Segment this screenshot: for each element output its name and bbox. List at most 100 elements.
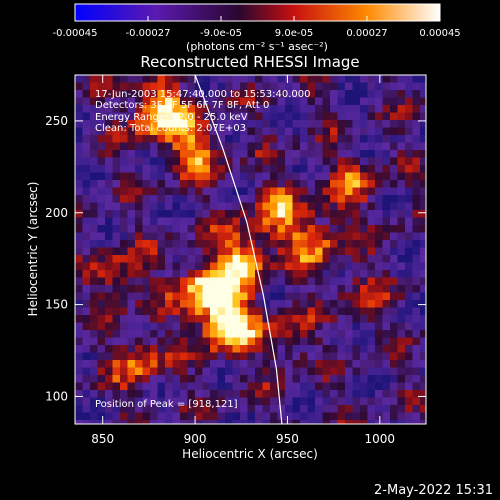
- heatmap-cell: [285, 337, 293, 346]
- heatmap-cell: [202, 165, 211, 173]
- heatmap-cell: [90, 292, 98, 301]
- peak-position-label: Position of Peak = [918,121]: [95, 399, 238, 410]
- heatmap-cell: [360, 397, 368, 406]
- heatmap-cell: [405, 307, 413, 316]
- heatmap-cell: [412, 307, 421, 316]
- heatmap-cell: [90, 187, 98, 196]
- heatmap-cell: [375, 277, 383, 286]
- heatmap-cell: [367, 142, 376, 151]
- heatmap-cell: [255, 390, 263, 398]
- heatmap-cell: [285, 127, 293, 136]
- heatmap-cell: [247, 367, 256, 376]
- heatmap-cell: [180, 247, 188, 256]
- heatmap-cell: [180, 97, 188, 106]
- heatmap-cell: [97, 390, 106, 398]
- heatmap-cell: [240, 330, 248, 338]
- heatmap-cell: [405, 82, 413, 91]
- heatmap-cell: [375, 112, 383, 121]
- heatmap-cell: [90, 240, 98, 248]
- heatmap-cell: [165, 82, 173, 91]
- heatmap-cell: [165, 352, 173, 361]
- heatmap-cell: [292, 112, 301, 121]
- heatmap-cell: [292, 405, 301, 413]
- heatmap-cell: [255, 90, 263, 98]
- heatmap-cell: [157, 75, 166, 83]
- heatmap-cell: [337, 292, 346, 301]
- heatmap-cell: [142, 142, 151, 151]
- heatmap-cell: [75, 405, 83, 413]
- heatmap-cell: [195, 127, 203, 136]
- heatmap-cell: [337, 270, 346, 278]
- heatmap-cell: [405, 420, 413, 424]
- heatmap-cell: [150, 397, 158, 406]
- heatmap-cell: [307, 300, 316, 308]
- heatmap-cell: [187, 202, 196, 211]
- heatmap-cell: [217, 157, 226, 166]
- heatmap-cell: [210, 277, 218, 286]
- heatmap-cell: [397, 157, 406, 166]
- heatmap-cell: [375, 360, 383, 368]
- heatmap-cell: [322, 255, 331, 263]
- heatmap-cell: [157, 277, 166, 286]
- heatmap-cell: [97, 240, 106, 248]
- heatmap-cell: [127, 255, 136, 263]
- heatmap-cell: [375, 232, 383, 241]
- heatmap-cell: [322, 247, 331, 256]
- heatmap-cell: [420, 112, 426, 121]
- heatmap-cell: [255, 337, 263, 346]
- heatmap-cell: [397, 150, 406, 158]
- heatmap-cell: [262, 112, 271, 121]
- heatmap-cell: [412, 315, 421, 323]
- heatmap-cell: [97, 165, 106, 173]
- heatmap-cell: [247, 412, 256, 421]
- heatmap-cell: [105, 127, 113, 136]
- observation-info: 17-Jun-2003 15:47:40.000 to 15:53:40.000…: [95, 89, 311, 134]
- heatmap-cell: [157, 210, 166, 218]
- heatmap-cell: [150, 247, 158, 256]
- heatmap-cell: [240, 202, 248, 211]
- heatmap-cell: [187, 405, 196, 413]
- heatmap-cell: [202, 247, 211, 256]
- heatmap-cell: [187, 187, 196, 196]
- heatmap-cell: [135, 165, 143, 173]
- heatmap-cell: [352, 240, 361, 248]
- heatmap-cell: [150, 255, 158, 263]
- heatmap-cell: [142, 315, 151, 323]
- heatmap-cell: [180, 330, 188, 338]
- heatmap-cell: [382, 112, 391, 121]
- heatmap-cell: [120, 180, 128, 188]
- heatmap-cell: [367, 412, 376, 421]
- heatmap-cell: [405, 337, 413, 346]
- heatmap-cell: [75, 375, 83, 383]
- heatmap-cell: [292, 75, 301, 83]
- heatmap-cell: [285, 277, 293, 286]
- heatmap-cell: [405, 405, 413, 413]
- heatmap-cell: [300, 97, 308, 106]
- heatmap-cell: [90, 405, 98, 413]
- heatmap-cell: [300, 315, 308, 323]
- heatmap-cell: [277, 82, 286, 91]
- heatmap-cell: [120, 382, 128, 391]
- heatmap-cell: [322, 202, 331, 211]
- heatmap-cell: [322, 337, 331, 346]
- heatmap-cell: [330, 105, 338, 113]
- heatmap-cell: [375, 157, 383, 166]
- heatmap-cell: [165, 240, 173, 248]
- heatmap-cell: [187, 240, 196, 248]
- heatmap-cell: [165, 105, 173, 113]
- heatmap-cell: [345, 232, 353, 241]
- heatmap-cell: [307, 292, 316, 301]
- heatmap-cell: [135, 330, 143, 338]
- heatmap-cell: [412, 187, 421, 196]
- heatmap-cell: [412, 285, 421, 293]
- heatmap-cell: [360, 217, 368, 226]
- heatmap-cell: [285, 352, 293, 361]
- heatmap-cell: [217, 202, 226, 211]
- heatmap-cell: [292, 225, 301, 233]
- heatmap-cell: [75, 367, 83, 376]
- heatmap-cell: [90, 112, 98, 121]
- heatmap-cell: [277, 240, 286, 248]
- heatmap-cell: [97, 247, 106, 256]
- heatmap-cell: [135, 232, 143, 241]
- heatmap-cell: [262, 195, 271, 203]
